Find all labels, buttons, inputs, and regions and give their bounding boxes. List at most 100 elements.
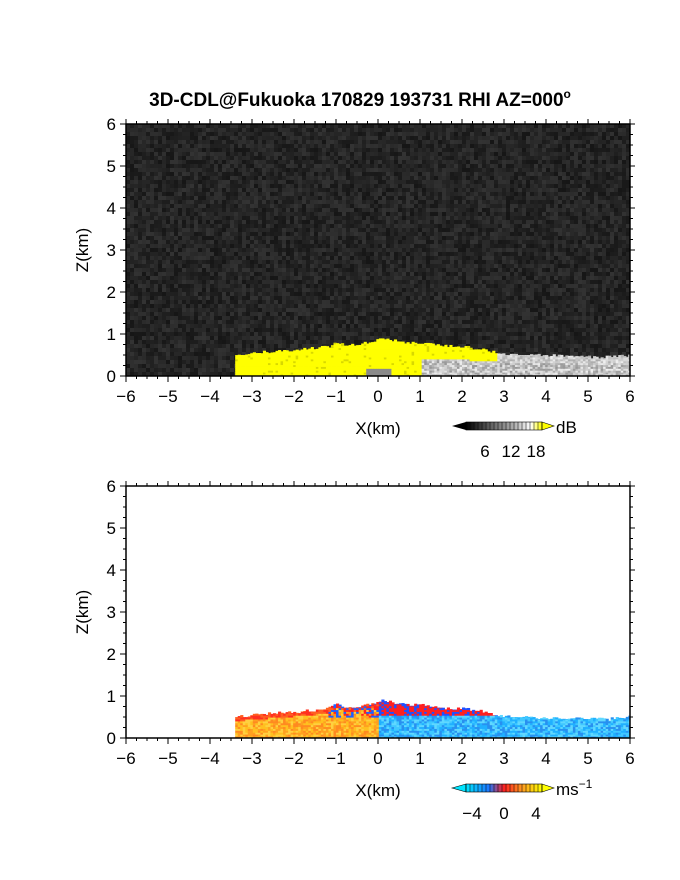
noise-cell [526, 216, 530, 220]
noise-cell [462, 160, 466, 164]
noise-cell [542, 204, 546, 208]
noise-cell [458, 224, 462, 228]
noise-cell [142, 168, 146, 172]
noise-cell [502, 248, 506, 252]
noise-cell [362, 236, 366, 240]
noise-cell [314, 272, 318, 276]
noise-cell [354, 240, 358, 244]
noise-cell [330, 128, 334, 132]
noise-cell [150, 180, 154, 184]
noise-cell [494, 180, 498, 184]
noise-cell [198, 256, 202, 260]
noise-cell [474, 176, 478, 180]
noise-cell [310, 200, 314, 204]
noise-cell [434, 176, 438, 180]
noise-cell [194, 180, 198, 184]
noise-cell [326, 172, 330, 176]
noise-cell [370, 216, 374, 220]
noise-cell [502, 124, 506, 128]
noise-cell [486, 172, 490, 176]
noise-cell [442, 232, 446, 236]
noise-cell [454, 212, 458, 216]
noise-cell [250, 124, 254, 128]
noise-cell [486, 252, 490, 256]
noise-cell [146, 140, 150, 144]
noise-cell [174, 168, 178, 172]
noise-cell [186, 224, 190, 228]
noise-cell [226, 280, 230, 284]
noise-cell [474, 160, 478, 164]
noise-cell [522, 144, 526, 148]
noise-cell [414, 220, 418, 224]
noise-cell [166, 264, 170, 268]
noise-cell [490, 144, 494, 148]
noise-cell [562, 232, 566, 236]
noise-cell [322, 148, 326, 152]
noise-cell [418, 216, 422, 220]
noise-cell [430, 232, 434, 236]
noise-cell [526, 244, 530, 248]
noise-cell [414, 156, 418, 160]
noise-cell [518, 148, 522, 152]
noise-cell [542, 164, 546, 168]
noise-cell [622, 172, 626, 176]
noise-cell [562, 208, 566, 212]
noise-cell [338, 148, 342, 152]
noise-cell [302, 240, 306, 244]
noise-cell [182, 252, 186, 256]
noise-cell [322, 200, 326, 204]
noise-cell [554, 276, 558, 280]
noise-cell [338, 124, 342, 128]
noise-cell [182, 236, 186, 240]
noise-cell [130, 272, 134, 276]
noise-cell [590, 208, 594, 212]
noise-cell [318, 228, 322, 232]
noise-cell [318, 280, 322, 284]
noise-cell [510, 240, 514, 244]
noise-cell [350, 272, 354, 276]
noise-cell [586, 188, 590, 192]
noise-cell [462, 168, 466, 172]
noise-cell [174, 136, 178, 140]
noise-cell [542, 176, 546, 180]
noise-cell [134, 252, 138, 256]
noise-cell [350, 236, 354, 240]
noise-cell [342, 252, 346, 256]
noise-cell [226, 148, 230, 152]
noise-cell [358, 252, 362, 256]
noise-cell [466, 124, 470, 128]
noise-cell [150, 164, 154, 168]
noise-cell [446, 264, 450, 268]
noise-cell [590, 244, 594, 248]
noise-cell [590, 192, 594, 196]
noise-cell [366, 216, 370, 220]
noise-cell [490, 204, 494, 208]
noise-cell [578, 260, 582, 264]
noise-cell [386, 256, 390, 260]
noise-cell [218, 280, 222, 284]
noise-cell [278, 228, 282, 232]
noise-cell [478, 208, 482, 212]
noise-cell [382, 220, 386, 224]
noise-cell [294, 164, 298, 168]
noise-cell [138, 144, 142, 148]
noise-cell [294, 188, 298, 192]
noise-cell [246, 172, 250, 176]
noise-cell [278, 180, 282, 184]
noise-cell [562, 196, 566, 200]
noise-cell [438, 248, 442, 252]
noise-cell [374, 176, 378, 180]
noise-cell [322, 272, 326, 276]
noise-cell [218, 152, 222, 156]
noise-cell [362, 264, 366, 268]
noise-cell [514, 164, 518, 168]
noise-cell [498, 244, 502, 248]
noise-cell [450, 228, 454, 232]
noise-cell [178, 232, 182, 236]
noise-cell [618, 256, 622, 260]
noise-cell [250, 236, 254, 240]
noise-cell [358, 128, 362, 132]
noise-cell [306, 180, 310, 184]
noise-cell [134, 172, 138, 176]
noise-cell [322, 168, 326, 172]
